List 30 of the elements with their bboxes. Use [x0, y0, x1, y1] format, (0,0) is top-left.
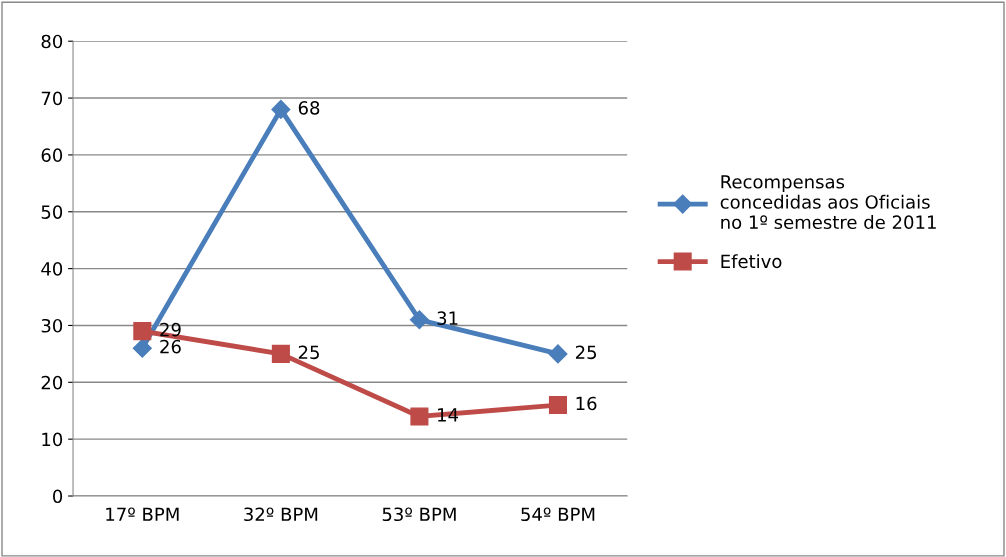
data-label: 68	[298, 101, 320, 115]
data-label: 25	[575, 345, 597, 360]
y-tick-label: 80	[41, 34, 63, 49]
data-label: 16	[576, 396, 597, 411]
y-tick-label: 70	[41, 91, 63, 106]
y-tick-label: 0	[53, 489, 63, 504]
y-tick-label: 10	[42, 432, 63, 447]
point	[548, 396, 567, 415]
point	[271, 344, 290, 363]
point	[409, 310, 429, 330]
legend-label: Efetivo	[721, 254, 782, 269]
y-tick-label: 30	[41, 318, 63, 333]
x-tick-label: 32º BPM	[244, 507, 318, 522]
point	[410, 407, 429, 426]
data-label: 29	[160, 322, 181, 337]
y-tick-label: 40	[41, 262, 63, 276]
data-label: 26	[160, 339, 181, 354]
data-label: 31	[437, 311, 458, 326]
y-tick-label: 20	[41, 375, 63, 390]
y-tick-label: 50	[41, 205, 63, 219]
x-tick-label: 17º BPM	[106, 507, 179, 521]
y-tick-label: 60	[41, 148, 63, 163]
x-tick-label: 53º BPM	[382, 507, 456, 522]
legend-label: Recompensas concedidas aos Oficiais no 1º semestre de 2011	[720, 175, 936, 230]
point	[132, 338, 152, 358]
point	[271, 99, 291, 119]
data-label: 25	[298, 345, 319, 360]
x-tick-label: 54º BPM	[521, 507, 595, 522]
point	[133, 322, 152, 341]
point	[548, 344, 568, 364]
